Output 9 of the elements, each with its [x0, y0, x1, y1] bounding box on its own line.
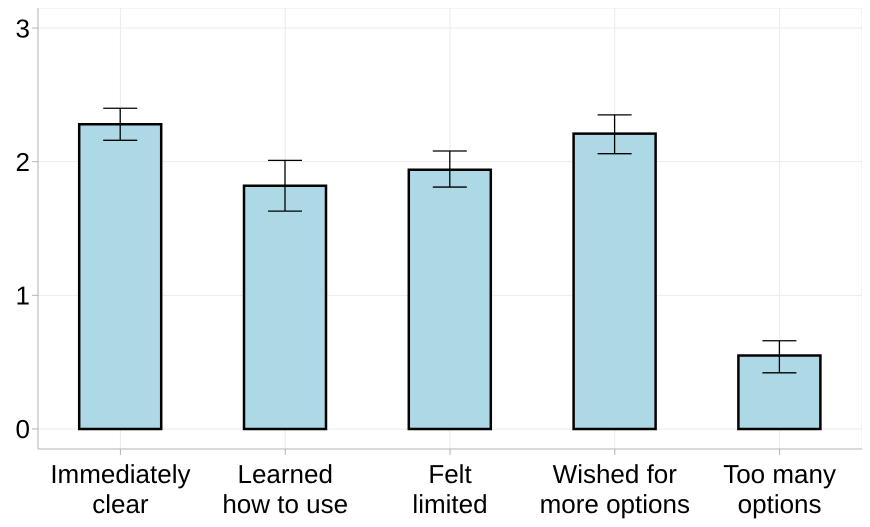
- y-tick-label: 1: [16, 280, 30, 311]
- y-tick-label: 3: [16, 13, 30, 44]
- y-tick-label: 0: [16, 414, 30, 444]
- y-tick-label: 2: [16, 146, 30, 177]
- x-tick-label: Immediately clear: [50, 459, 190, 519]
- x-tick-label: Too many options: [723, 459, 836, 519]
- x-tick-label: Felt limited: [412, 459, 488, 519]
- x-tick-label: Wished for more options: [540, 459, 690, 519]
- x-tick-label: Learned how to use: [222, 459, 348, 519]
